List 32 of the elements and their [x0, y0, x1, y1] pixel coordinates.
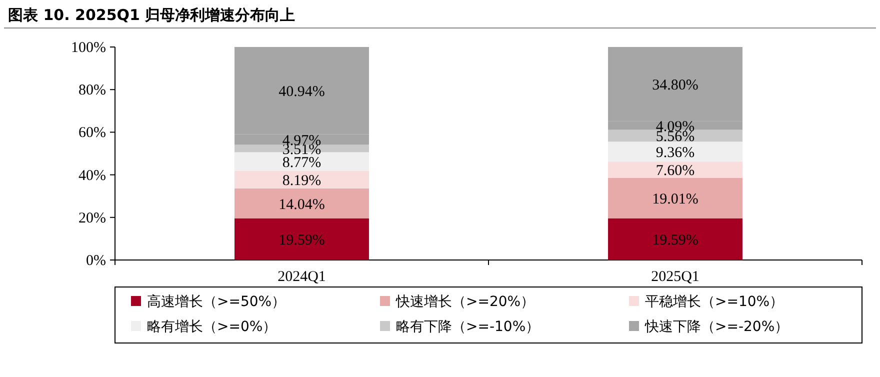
y-tick-label: 20% — [78, 210, 106, 226]
bar — [608, 178, 742, 218]
data-label: 14.04% — [278, 196, 325, 213]
legend-label: 快速下降（>=-20%） — [644, 319, 789, 335]
legend-label: 高速增长（>=50%） — [147, 294, 286, 310]
data-label: 19.59% — [278, 232, 325, 249]
data-label: 8.77% — [282, 155, 322, 172]
data-label: 9.36% — [656, 145, 695, 162]
bar — [608, 218, 742, 260]
x-tick-label: 2025Q1 — [651, 269, 700, 285]
y-tick-label: 0% — [86, 253, 106, 269]
data-label: 19.01% — [652, 192, 698, 208]
bar — [608, 142, 742, 162]
legend-label: 平稳增长（>=10%） — [645, 294, 784, 310]
bar — [234, 170, 369, 188]
legend-label: 略有增长（>=0%） — [147, 319, 277, 335]
chart-title: 图表 10. 2025Q1 归母净利增速分布向上 — [8, 6, 296, 24]
bar — [608, 162, 742, 178]
data-label: 19.59% — [652, 232, 698, 249]
legend-label: 略有下降（>=-10%） — [396, 319, 540, 335]
data-label: 7.60% — [656, 163, 695, 180]
x-tick-label: 2024Q1 — [278, 269, 326, 285]
bar — [234, 218, 369, 260]
y-tick-label: 60% — [78, 125, 106, 142]
bar — [234, 188, 369, 218]
y-tick-label: 40% — [78, 168, 106, 184]
y-tick-label: 80% — [78, 82, 106, 99]
data-label: 8.19% — [282, 173, 322, 190]
legend-label: 快速增长（>=20%） — [395, 294, 535, 310]
data-label: 40.94% — [278, 84, 325, 100]
y-tick-label: 100% — [71, 40, 106, 56]
data-label: 34.80% — [652, 78, 698, 94]
